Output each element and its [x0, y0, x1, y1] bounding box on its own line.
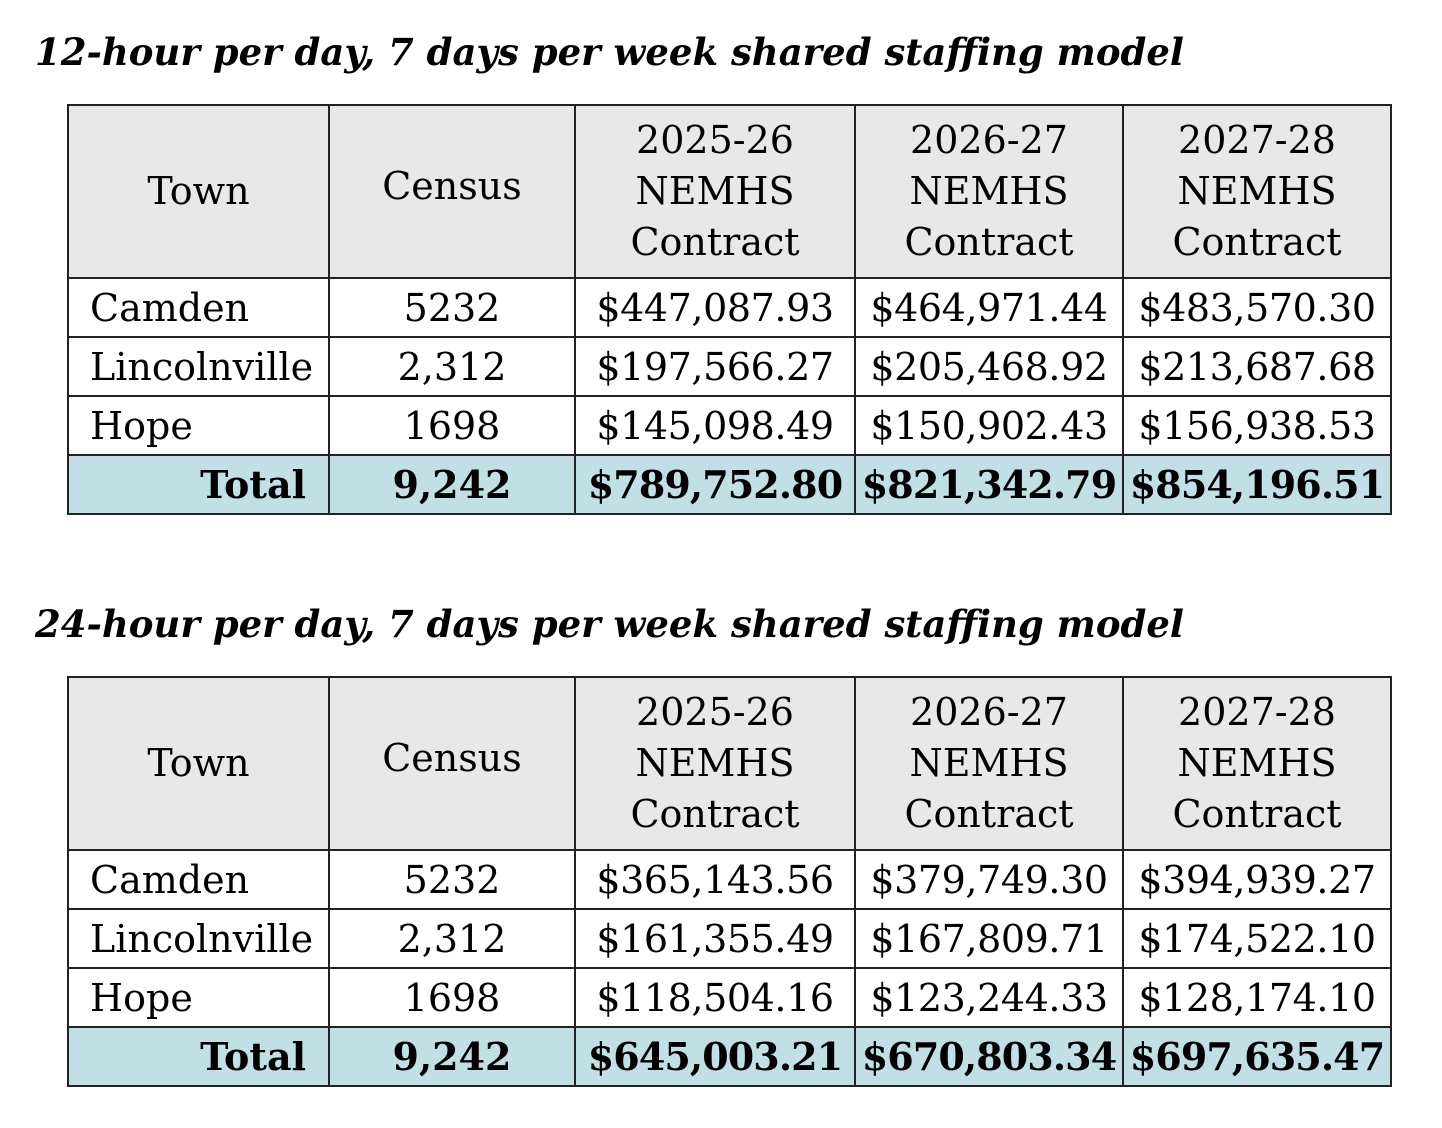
contract-2027-28-cell: $128,174.10 [1122, 967, 1392, 1028]
census-cell: 1698 [328, 395, 576, 456]
town-cell: Hope [67, 967, 330, 1028]
total-census-cell: 9,242 [328, 1026, 576, 1087]
contract-2027-28-cell: $483,570.30 [1122, 277, 1392, 338]
total-label: Total [67, 454, 330, 515]
contract-2027-28-cell: $174,522.10 [1122, 908, 1392, 969]
contract-2026-27-cell: $205,468.92 [854, 336, 1124, 397]
total-2027-28-cell: $697,635.47 [1122, 1026, 1392, 1087]
staffing-table-24-hour: Town Census 2025-26 NEMHS Contract 2026-… [67, 676, 1392, 1087]
header-org-label: NEMHS [635, 169, 795, 213]
header-year-label: 2026-27 [910, 118, 1068, 162]
table-row-camden: Camden 5232 $365,143.56 $379,749.30 $394… [67, 849, 1392, 910]
contract-2026-27-cell: $123,244.33 [854, 967, 1124, 1028]
census-cell: 2,312 [328, 336, 576, 397]
table-row-lincolnville: Lincolnville 2,312 $197,566.27 $205,468.… [67, 336, 1392, 397]
contract-2027-28-cell: $394,939.27 [1122, 849, 1392, 910]
contract-2027-28-cell: $213,687.68 [1122, 336, 1392, 397]
header-org-label: NEMHS [909, 169, 1069, 213]
header-row: Town Census 2025-26 NEMHS Contract 2026-… [67, 104, 1392, 279]
header-census: Census [328, 676, 576, 851]
contract-2026-27-cell: $464,971.44 [854, 277, 1124, 338]
town-cell: Hope [67, 395, 330, 456]
contract-2025-26-cell: $118,504.16 [574, 967, 856, 1028]
total-2026-27-cell: $670,803.34 [854, 1026, 1124, 1087]
table-row-camden: Camden 5232 $447,087.93 $464,971.44 $483… [67, 277, 1392, 338]
total-2026-27-cell: $821,342.79 [854, 454, 1124, 515]
census-cell: 1698 [328, 967, 576, 1028]
total-2025-26-cell: $645,003.21 [574, 1026, 856, 1087]
table-row-lincolnville: Lincolnville 2,312 $161,355.49 $167,809.… [67, 908, 1392, 969]
header-contract-label: Contract [1172, 792, 1342, 836]
header-town: Town [67, 104, 330, 279]
town-cell: Lincolnville [67, 908, 330, 969]
total-census-cell: 9,242 [328, 454, 576, 515]
census-cell: 5232 [328, 277, 576, 338]
contract-2025-26-cell: $161,355.49 [574, 908, 856, 969]
header-year-label: 2025-26 [636, 118, 794, 162]
header-year-label: 2027-28 [1178, 690, 1336, 734]
table-row-hope: Hope 1698 $118,504.16 $123,244.33 $128,1… [67, 967, 1392, 1028]
header-contract-label: Contract [630, 792, 800, 836]
header-year-label: 2027-28 [1178, 118, 1336, 162]
header-org-label: NEMHS [909, 741, 1069, 785]
header-org-label: NEMHS [1177, 169, 1337, 213]
census-cell: 2,312 [328, 908, 576, 969]
contract-2025-26-cell: $145,098.49 [574, 395, 856, 456]
contract-2025-26-cell: $447,087.93 [574, 277, 856, 338]
header-contract-label: Contract [1172, 220, 1342, 264]
town-cell: Lincolnville [67, 336, 330, 397]
header-town: Town [67, 676, 330, 851]
header-year-label: 2025-26 [636, 690, 794, 734]
total-2025-26-cell: $789,752.80 [574, 454, 856, 515]
header-contract-label: Contract [630, 220, 800, 264]
total-2027-28-cell: $854,196.51 [1122, 454, 1392, 515]
contract-2025-26-cell: $197,566.27 [574, 336, 856, 397]
header-org-label: NEMHS [635, 741, 795, 785]
table-row-hope: Hope 1698 $145,098.49 $150,902.43 $156,9… [67, 395, 1392, 456]
header-org-label: NEMHS [1177, 741, 1337, 785]
header-row: Town Census 2025-26 NEMHS Contract 2026-… [67, 676, 1392, 851]
contract-2026-27-cell: $150,902.43 [854, 395, 1124, 456]
header-contract-label: Contract [904, 792, 1074, 836]
section-title-12-hour: 12-hour per day, 7 days per week shared … [35, 30, 1184, 74]
section-title-24-hour: 24-hour per day, 7 days per week shared … [35, 602, 1184, 646]
town-cell: Camden [67, 849, 330, 910]
total-label: Total [67, 1026, 330, 1087]
contract-2026-27-cell: $379,749.30 [854, 849, 1124, 910]
header-contract-label: Contract [904, 220, 1074, 264]
header-year-2027-28: 2027-28 NEMHS Contract [1122, 676, 1392, 851]
staffing-table-12-hour: Town Census 2025-26 NEMHS Contract 2026-… [67, 104, 1392, 515]
contract-2026-27-cell: $167,809.71 [854, 908, 1124, 969]
header-year-2026-27: 2026-27 NEMHS Contract [854, 104, 1124, 279]
header-year-2025-26: 2025-26 NEMHS Contract [574, 676, 856, 851]
header-year-2027-28: 2027-28 NEMHS Contract [1122, 104, 1392, 279]
table-row-total: Total 9,242 $789,752.80 $821,342.79 $854… [67, 454, 1392, 515]
header-census: Census [328, 104, 576, 279]
header-year-2025-26: 2025-26 NEMHS Contract [574, 104, 856, 279]
header-year-2026-27: 2026-27 NEMHS Contract [854, 676, 1124, 851]
contract-2025-26-cell: $365,143.56 [574, 849, 856, 910]
header-year-label: 2026-27 [910, 690, 1068, 734]
table-row-total: Total 9,242 $645,003.21 $670,803.34 $697… [67, 1026, 1392, 1087]
town-cell: Camden [67, 277, 330, 338]
contract-2027-28-cell: $156,938.53 [1122, 395, 1392, 456]
census-cell: 5232 [328, 849, 576, 910]
